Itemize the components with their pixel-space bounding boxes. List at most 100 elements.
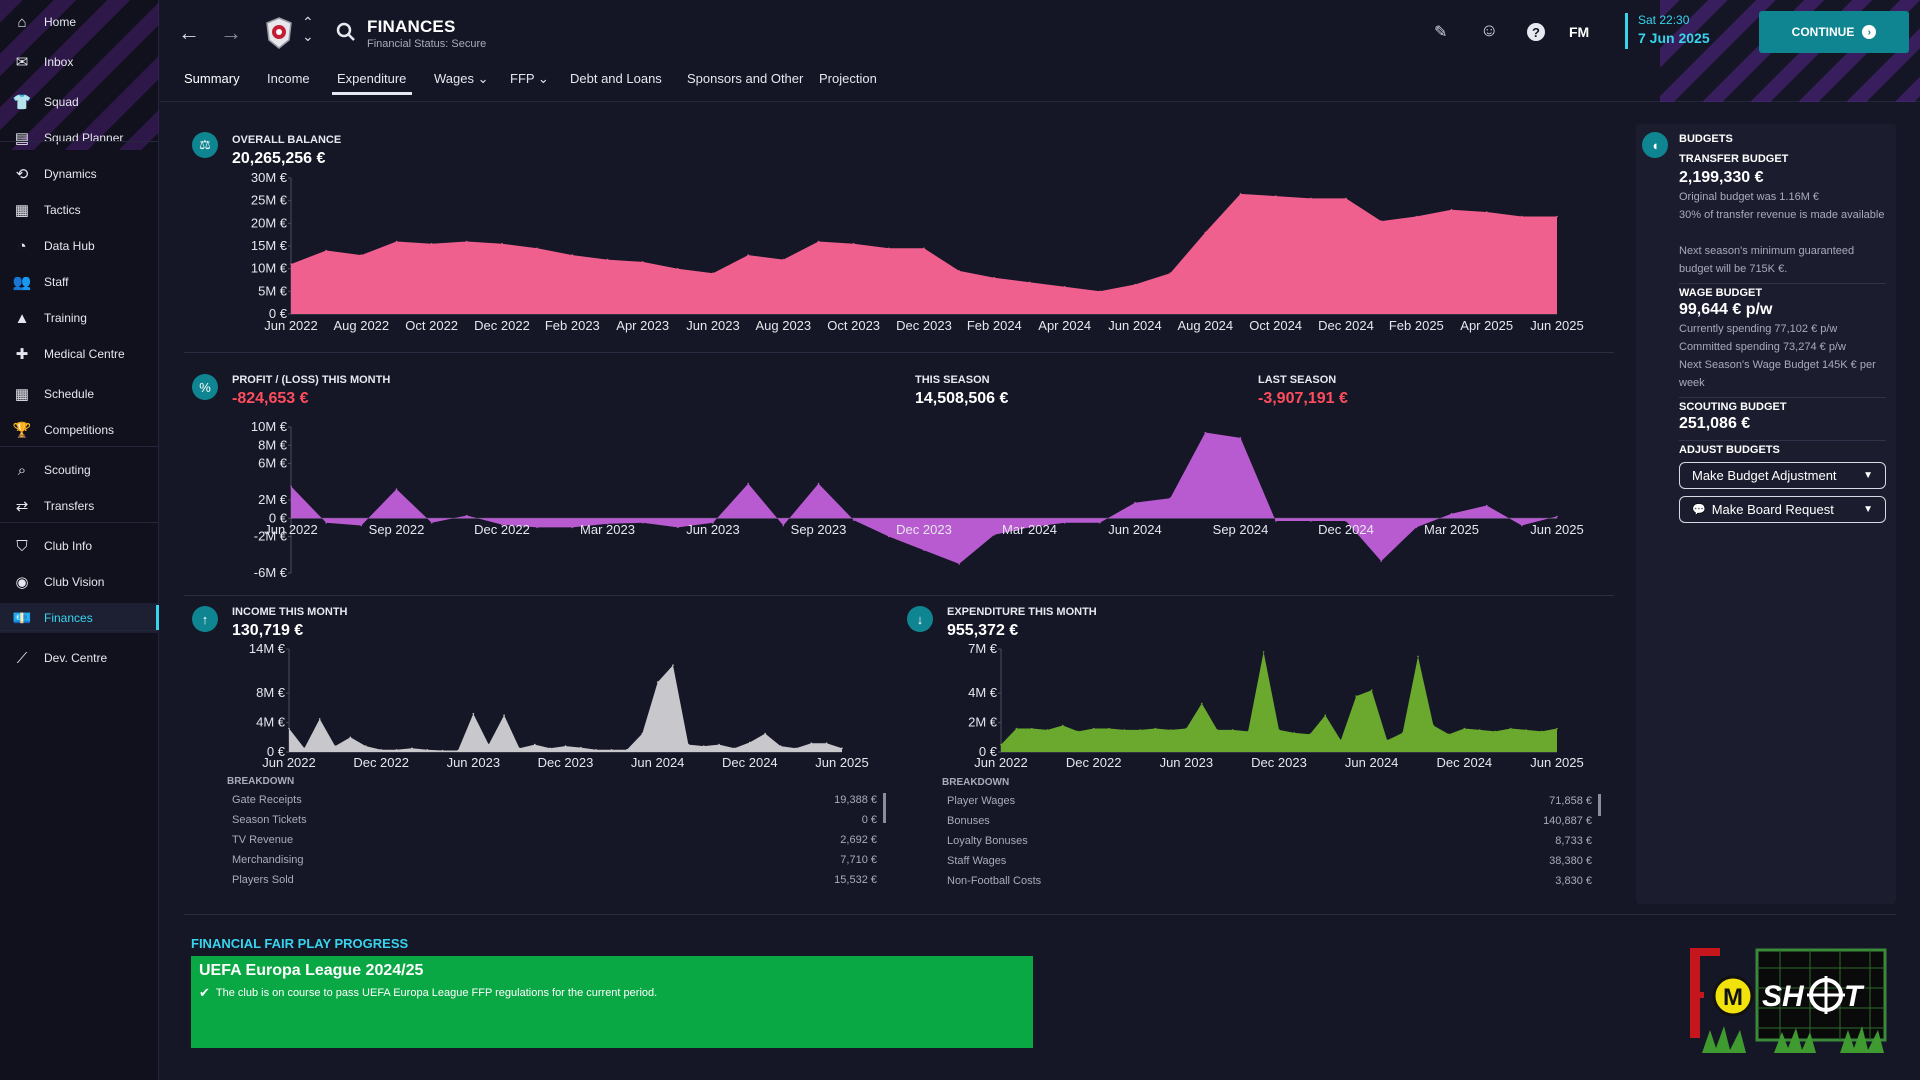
tab-expenditure[interactable]: Expenditure — [337, 71, 407, 86]
tab-income[interactable]: Income — [267, 71, 310, 86]
data-point — [923, 549, 925, 551]
x-tick-label: Jun 2023 — [686, 318, 740, 333]
data-point — [1216, 729, 1218, 731]
data-point — [1231, 729, 1234, 731]
sidebar-item-staff[interactable]: 👥 Staff — [0, 267, 159, 297]
back-arrow-icon[interactable]: ← — [178, 20, 200, 45]
data-point — [1063, 286, 1066, 288]
sidebar-item-home[interactable]: ⌂ Home — [0, 7, 159, 37]
y-tick-label: 6M € — [258, 456, 288, 471]
data-point — [841, 747, 843, 750]
divider — [0, 630, 159, 631]
data-point — [712, 272, 714, 275]
breakdown-row[interactable]: TV Revenue 2,692 € — [232, 834, 877, 846]
svg-text:M: M — [1723, 984, 1743, 1011]
check-icon: ✔ — [199, 985, 210, 1000]
x-tick-label: Aug 2023 — [755, 318, 811, 333]
y-tick-label: 8M € — [256, 685, 286, 700]
sidebar-item-competitions[interactable]: 🏆 Competitions — [0, 415, 159, 445]
sidebar-item-label: Dev. Centre — [44, 651, 108, 665]
club-crest-icon[interactable] — [264, 16, 294, 50]
help-icon[interactable]: ? — [1526, 22, 1546, 42]
tab-summary[interactable]: Summary — [184, 71, 240, 86]
y-tick-label: -6M € — [254, 565, 288, 580]
breakdown-value: 8,733 € — [1555, 835, 1592, 847]
social-icon[interactable]: ☺ — [1480, 20, 1499, 40]
sidebar-item-squad[interactable]: 👕 Squad — [0, 87, 159, 117]
ffp-message: The club is on course to pass UEFA Europ… — [215, 987, 658, 999]
tab-sponsors-and-other[interactable]: Sponsors and Other — [687, 71, 804, 86]
data-point — [1108, 727, 1110, 730]
data-point — [1380, 220, 1382, 222]
sidebar-item-scouting[interactable]: ⌕ Scouting — [0, 455, 159, 485]
x-tick-label: Jun 2023 — [1160, 755, 1214, 770]
y-tick-label: 5M € — [258, 283, 288, 298]
divider — [184, 595, 1614, 596]
scouting-icon: ⌕ — [17, 461, 27, 479]
breakdown-value: 0 € — [861, 814, 877, 826]
data-point — [795, 747, 797, 750]
date-day: 7 Jun 2025 — [1638, 30, 1710, 46]
budget-adjustment-button[interactable]: Make Budget Adjustment ▼ — [1679, 462, 1886, 489]
data-point — [1345, 520, 1347, 522]
breakdown-row[interactable]: Loyalty Bonuses 8,733 € — [947, 835, 1592, 847]
income-scrollbar[interactable] — [883, 793, 886, 823]
data-point — [1099, 522, 1101, 524]
breakdown-row[interactable]: Merchandising 7,710 € — [232, 854, 877, 866]
transfer-budget-label: TRANSFER BUDGET — [1679, 153, 1789, 165]
data-point — [641, 732, 644, 735]
club-switch-up-icon[interactable]: ⌃ — [302, 14, 314, 30]
data-point — [1463, 727, 1466, 730]
sidebar-item-medical-centre[interactable]: ✚ Medical Centre — [0, 339, 159, 369]
x-tick-label: Apr 2024 — [1038, 318, 1091, 333]
x-tick-label: Jun 2024 — [1345, 755, 1399, 770]
x-tick-label: Aug 2024 — [1177, 318, 1233, 333]
sidebar-item-transfers[interactable]: ⇄ Transfers — [0, 491, 159, 521]
fm-menu-button[interactable]: FM — [1569, 24, 1590, 40]
breakdown-row[interactable]: Staff Wages 38,380 € — [947, 855, 1592, 867]
breakdown-name: Non-Football Costs — [947, 875, 1042, 887]
chat-icon: 💬 — [1692, 504, 1706, 516]
x-tick-label: Jun 2025 — [815, 755, 869, 770]
continue-label: CONTINUE — [1791, 25, 1855, 39]
expenditure-scrollbar[interactable] — [1598, 794, 1601, 816]
breakdown-row[interactable]: Players Sold 15,532 € — [232, 874, 877, 886]
x-tick-label: Jun 2024 — [1108, 318, 1162, 333]
continue-button[interactable]: CONTINUE › — [1759, 11, 1909, 53]
sidebar-item-inbox[interactable]: ✉ Inbox — [0, 47, 159, 77]
board-request-button[interactable]: 💬 Make Board Request ▼ — [1679, 496, 1886, 523]
sidebar-item-dev-centre[interactable]: ⟋ Dev. Centre — [0, 643, 159, 673]
sidebar-item-label: Finances — [44, 611, 93, 625]
sidebar-item-training[interactable]: ▲ Training — [0, 303, 159, 333]
sidebar-item-data-hub[interactable]: ◔ Data Hub — [0, 231, 159, 261]
series-area — [289, 665, 842, 752]
data-point — [441, 749, 444, 752]
sidebar-item-schedule[interactable]: ▦ Schedule — [0, 379, 159, 409]
sidebar-item-tactics[interactable]: ▦ Tactics — [0, 195, 159, 225]
sidebar-item-club-vision[interactable]: ◉ Club Vision — [0, 567, 159, 597]
search-icon[interactable] — [336, 22, 356, 42]
breakdown-row[interactable]: Bonuses 140,887 € — [947, 815, 1592, 827]
breakdown-row[interactable]: Non-Football Costs 3,830 € — [947, 875, 1592, 887]
tab-wages[interactable]: Wages ⌄ — [434, 71, 489, 86]
tab-ffp[interactable]: FFP ⌄ — [510, 71, 549, 86]
data-point — [677, 267, 679, 270]
breakdown-row[interactable]: Season Tickets 0 € — [232, 814, 877, 826]
tab-debt-and-loans[interactable]: Debt and Loans — [570, 71, 662, 86]
breakdown-row[interactable]: Player Wages 71,858 € — [947, 795, 1592, 807]
data-point — [595, 749, 597, 751]
sidebar-item-dynamics[interactable]: ⟲ Dynamics — [0, 159, 159, 189]
data-point — [782, 524, 785, 527]
tab-projection[interactable]: Projection — [819, 71, 877, 86]
data-point — [571, 254, 574, 256]
data-point — [1401, 732, 1404, 734]
breakdown-value: 15,532 € — [834, 874, 877, 886]
forward-arrow-icon[interactable]: → — [220, 20, 242, 45]
breakdown-row[interactable]: Gate Receipts 19,388 € — [232, 794, 877, 806]
data-point — [1432, 724, 1435, 727]
sidebar-item-club-info[interactable]: ⛉ Club Info — [0, 531, 159, 561]
club-switch-down-icon[interactable]: ⌄ — [302, 28, 314, 44]
sidebar-item-finances[interactable]: 💶 Finances — [0, 603, 159, 633]
edit-icon[interactable]: ✎ — [1434, 24, 1448, 41]
y-tick-label: 4M € — [256, 715, 286, 730]
